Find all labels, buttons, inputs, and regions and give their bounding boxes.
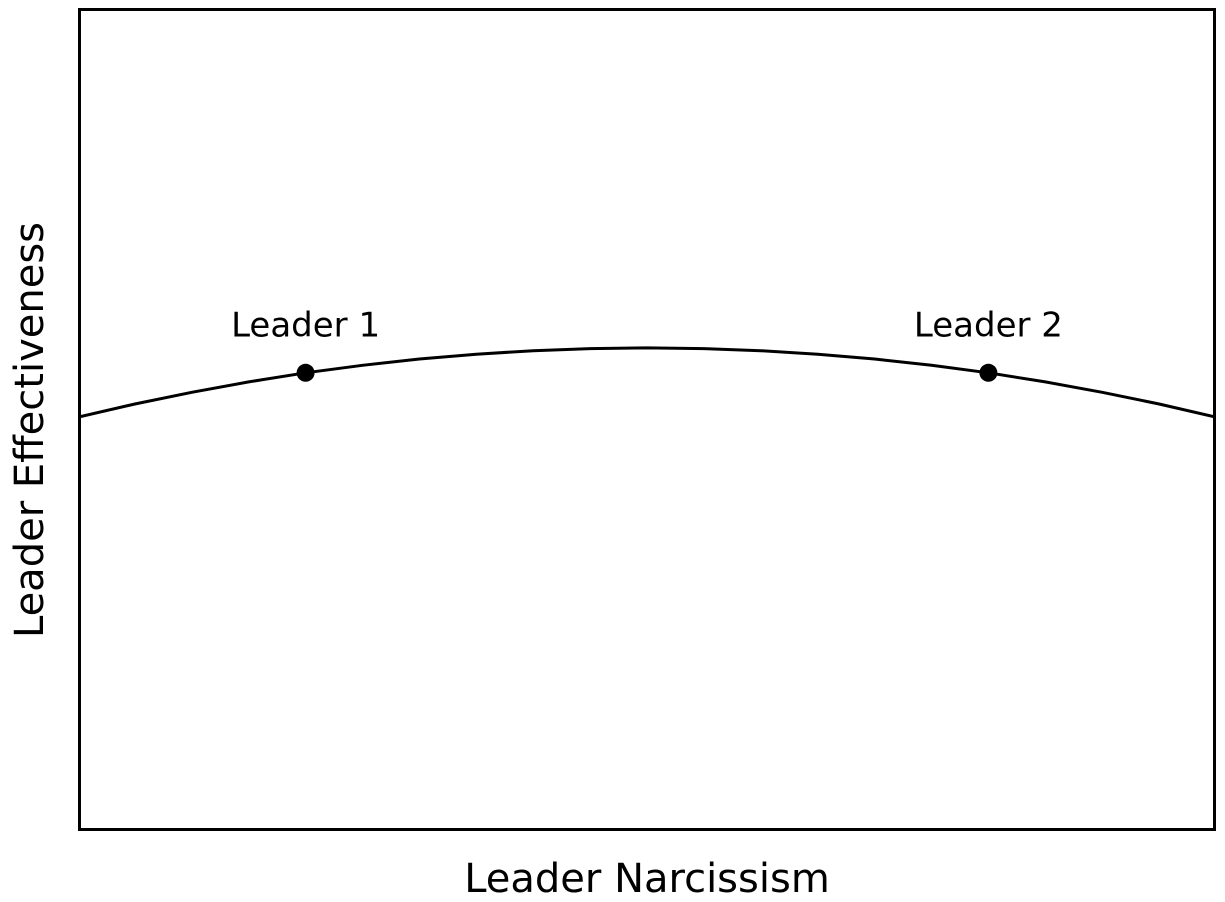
y-axis-label: Leader Effectiveness [7,221,53,639]
leader-1-marker [296,363,315,382]
x-axis-label: Leader Narcissism [464,856,830,902]
leader-1-label: Leader 1 [231,305,381,346]
plot-area [78,8,1216,831]
effectiveness-curve [78,346,1216,419]
leader-2-label: Leader 2 [913,305,1063,346]
leader-2-marker [979,363,998,382]
plot-border [78,8,1216,831]
